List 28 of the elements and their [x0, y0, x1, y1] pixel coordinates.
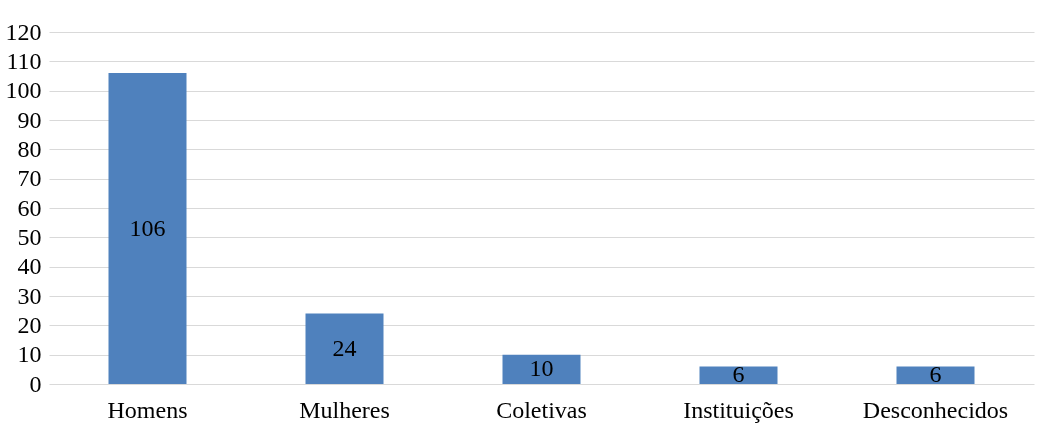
y-tick-label: 20: [17, 311, 42, 338]
x-tick-label: Coletivas: [496, 396, 587, 423]
y-tick-label: 120: [5, 18, 42, 45]
y-tick-label: 100: [5, 77, 42, 104]
x-tick-label: Mulheres: [299, 396, 390, 423]
x-tick-label: Desconhecidos: [862, 396, 1009, 423]
x-tick-label: Instituições: [683, 396, 794, 423]
y-tick-label: 90: [17, 106, 42, 133]
bar: [502, 354, 581, 384]
data-label: 6: [929, 361, 942, 388]
y-tick-label: 70: [17, 165, 42, 192]
bar: [896, 366, 975, 384]
data-label: 106: [129, 214, 166, 241]
bar: [305, 313, 384, 384]
y-tick-label: 50: [17, 223, 42, 250]
bar: [108, 73, 187, 384]
y-tick-label: 40: [17, 253, 42, 280]
y-tick-label: 60: [17, 194, 42, 221]
data-label: 24: [332, 334, 357, 361]
data-label: 6: [732, 361, 745, 388]
y-tick-label: 30: [17, 282, 42, 309]
y-tick-label: 110: [6, 47, 42, 74]
x-tick-label: Homens: [107, 396, 188, 423]
bar: [699, 366, 778, 384]
y-tick-label: 80: [17, 135, 42, 162]
y-tick-label: 10: [17, 341, 42, 368]
data-label: 10: [529, 355, 554, 382]
y-tick-label: 0: [29, 370, 42, 397]
